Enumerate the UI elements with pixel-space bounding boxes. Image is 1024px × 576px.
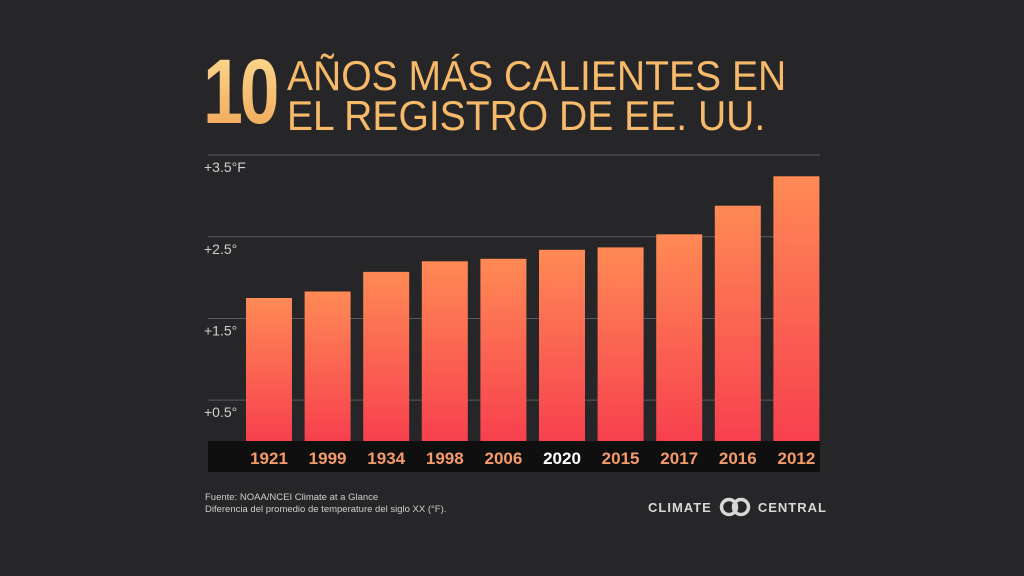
category-label-2016: 2016 — [719, 449, 757, 468]
bar-1934 — [363, 271, 410, 441]
y-axis-ticks: +0.5° +1.5° +2.5° +3.5°F — [204, 159, 246, 420]
bar-1998 — [421, 261, 468, 441]
title-line-2: EL REGISTRO DE EE. UU. — [287, 92, 766, 139]
y-tick-label: +3.5°F — [204, 159, 246, 175]
bar-2012 — [773, 176, 820, 442]
source-line-2: Diferencia del promedio de temperature d… — [205, 504, 447, 515]
bar-2015 — [597, 247, 644, 441]
bar-2020 — [539, 249, 585, 441]
climate-central-logo: CLIMATE CENTRAL — [648, 497, 827, 517]
bar-2017 — [656, 234, 703, 441]
category-label-1998: 1998 — [426, 449, 464, 468]
title-line-1: AÑOS MÁS CALIENTES EN — [287, 52, 787, 99]
category-label-1934: 1934 — [367, 449, 405, 468]
y-tick-label: +1.5° — [204, 322, 237, 338]
category-label-2020: 2020 — [543, 449, 581, 468]
category-label-band — [208, 441, 820, 472]
logo-text-left: CLIMATE — [648, 499, 712, 515]
y-tick-label: +0.5° — [204, 404, 237, 420]
bar-1999 — [304, 291, 351, 441]
category-label-2012: 2012 — [777, 449, 815, 468]
category-label-1921: 1921 — [250, 449, 288, 468]
bars — [246, 176, 820, 442]
bar-1921 — [246, 298, 292, 441]
source-line-1: Fuente: NOAA/NCEI Climate at a Glance — [205, 492, 379, 503]
title-number: 10 — [203, 41, 280, 143]
bar-2016 — [714, 205, 761, 441]
bar-2006 — [480, 258, 527, 441]
category-labels: 1921 1999 1934 1998 2006 2020 2015 2017 2016 2012 — [250, 449, 815, 468]
title-text: AÑOS MÁS CALIENTES EN EL REGISTRO DE EE.… — [287, 52, 847, 139]
logo-text-right: CENTRAL — [757, 499, 827, 515]
source-note: Fuente: NOAA/NCEI Climate at a Glance Di… — [205, 492, 446, 516]
category-label-2017: 2017 — [660, 449, 698, 468]
category-label-2006: 2006 — [484, 449, 522, 468]
climate-central-rings-icon — [718, 497, 752, 517]
y-tick-label: +2.5° — [204, 241, 237, 257]
category-label-2015: 2015 — [602, 449, 640, 468]
category-label-1999: 1999 — [309, 449, 347, 468]
